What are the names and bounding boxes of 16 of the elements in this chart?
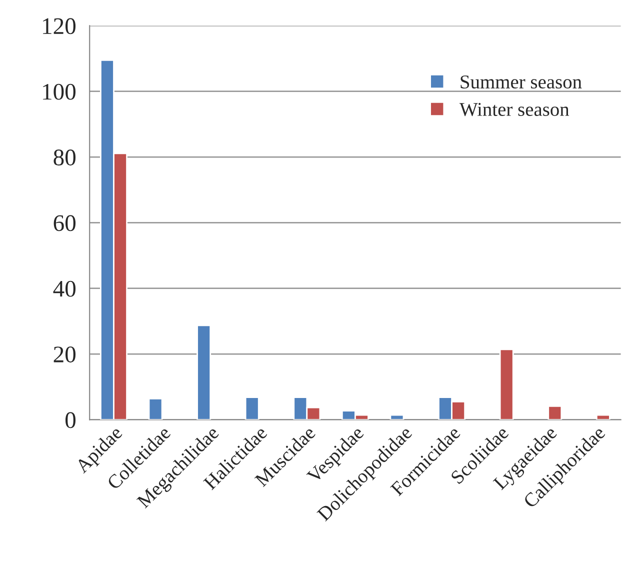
bar (244, 396, 260, 420)
bar (196, 324, 212, 420)
bar (596, 414, 610, 420)
y-tick-label: 0 (66, 412, 76, 428)
y-tick-label: 20 (54, 346, 76, 362)
y-tick-label: 120 (43, 18, 76, 34)
bar (499, 348, 514, 420)
bar (148, 398, 163, 420)
y-tick-label: 40 (53, 280, 76, 297)
y-tick-label: 80 (54, 150, 76, 166)
y-tick-label: 60 (54, 215, 76, 232)
bar (390, 414, 404, 420)
y-tick-label: 100 (43, 84, 76, 100)
legend-label: Winter season (459, 102, 570, 116)
bar (548, 406, 562, 420)
legend-label: Summer season (460, 75, 582, 89)
